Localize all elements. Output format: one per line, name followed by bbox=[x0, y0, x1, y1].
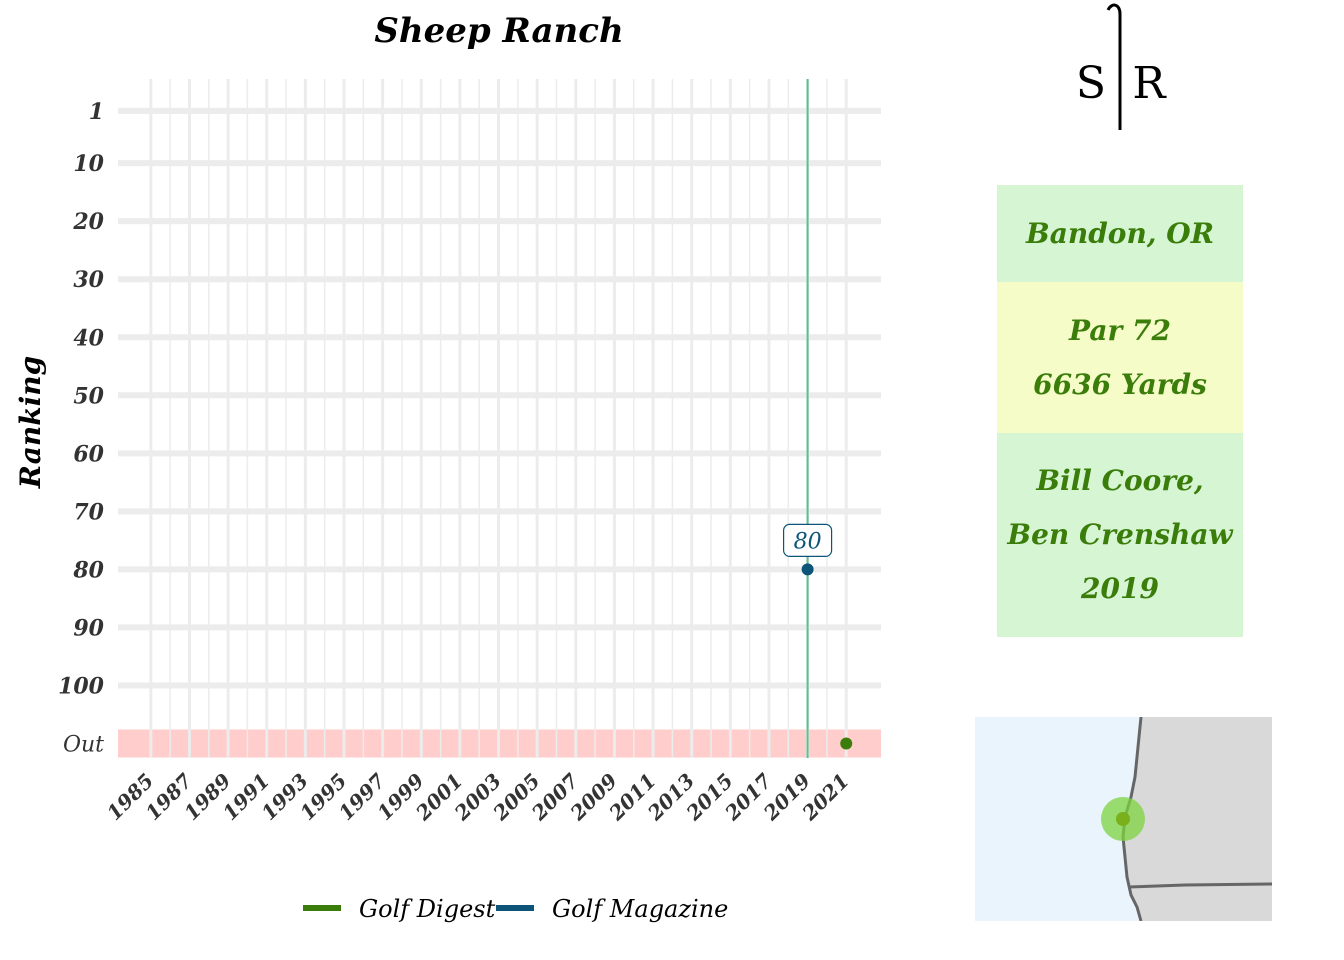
map-state-border bbox=[1127, 882, 1272, 889]
map-location-marker-icon bbox=[1116, 812, 1130, 826]
y-tick-label: 40 bbox=[73, 325, 104, 351]
yards-text: 6636 Yards bbox=[1033, 367, 1207, 401]
map-land bbox=[1123, 717, 1272, 921]
location-map bbox=[975, 717, 1272, 921]
logo-staff-icon bbox=[1106, 3, 1122, 130]
legend-label-golf-digest: Golf Digest bbox=[359, 895, 496, 923]
y-tick-label: 1 bbox=[89, 99, 104, 125]
y-tick-label: 100 bbox=[58, 673, 105, 699]
y-tick-label: 70 bbox=[73, 499, 104, 525]
opening-year-text: 2019 bbox=[1081, 572, 1159, 605]
data-labels: 80 bbox=[782, 523, 833, 557]
y-tick-label: 60 bbox=[73, 441, 104, 467]
y-tick-label: 10 bbox=[73, 151, 104, 177]
y-tick-label: Out bbox=[63, 732, 104, 757]
location-text: Bandon, OR bbox=[1026, 216, 1214, 250]
data-label-box bbox=[782, 523, 833, 557]
y-tick-label: 80 bbox=[72, 557, 104, 583]
y-tick-label: 50 bbox=[73, 383, 104, 409]
data-label: 80 bbox=[794, 529, 822, 554]
y-tick-label: 90 bbox=[73, 615, 104, 641]
y-tick-label: 30 bbox=[73, 267, 104, 293]
legend-label-golf-magazine: Golf Magazine bbox=[552, 895, 728, 923]
y-axis-label: Ranking bbox=[14, 356, 47, 489]
designer-panel: Bill Coore, Ben Crenshaw 2019 bbox=[997, 433, 1243, 637]
logo-letter-left: S bbox=[1076, 58, 1106, 109]
logo-letter-right: R bbox=[1132, 58, 1167, 109]
x-tick-labels: 1985198719891991199319951997199920012003… bbox=[102, 769, 854, 826]
designer-text-1: Bill Coore, bbox=[1036, 464, 1204, 497]
data-point bbox=[801, 563, 814, 576]
ranking-chart: 80 1 10 20 30 40 50 60 70 80 90 100 Out 19851987198… bbox=[14, 11, 881, 923]
course-logo: S R bbox=[1076, 3, 1167, 130]
gridlines bbox=[118, 79, 881, 758]
data-point bbox=[840, 737, 853, 750]
y-tick-label: 20 bbox=[72, 209, 104, 235]
location-panel: Bandon, OR bbox=[997, 185, 1243, 282]
designer-text-2: Ben Crenshaw bbox=[1007, 518, 1233, 551]
par-yards-panel: Par 72 6636 Yards bbox=[997, 282, 1243, 433]
par-text: Par 72 bbox=[1069, 313, 1171, 347]
legend: Golf Digest Golf Magazine bbox=[303, 895, 728, 923]
data-points bbox=[801, 563, 853, 750]
y-tick-labels: 1 10 20 30 40 50 60 70 80 90 100 Out bbox=[58, 99, 105, 758]
chart-title: Sheep Ranch bbox=[374, 11, 623, 51]
